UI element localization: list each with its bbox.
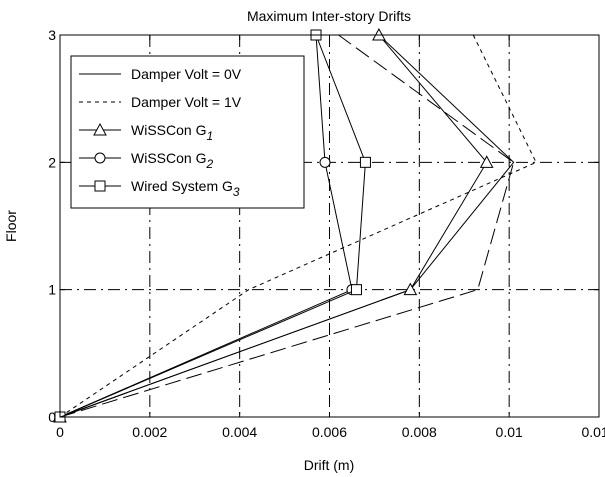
legend-item-1: Damper Volt = 1V [79, 94, 242, 110]
series-line-3 [59, 34, 353, 418]
series-line-4 [59, 34, 366, 418]
x-tick-label-0: 0 [56, 424, 64, 440]
x-tick-label-6: 0.012 [581, 424, 605, 440]
x-tick-label-5: 0.01 [496, 424, 523, 440]
x-tick-label-1: 0.002 [132, 424, 167, 440]
legend-box [70, 55, 305, 209]
series-2-point-1 [403, 282, 418, 296]
legend-label-0: Damper Volt = 0V [131, 66, 242, 82]
legend-label-1: Damper Volt = 1V [131, 94, 242, 110]
x-tick-label-4: 0.008 [402, 424, 437, 440]
series-2-point-2 [479, 155, 494, 168]
axis-ticks: 0 0.002 0.004 0.006 0.008 0.01 0.012 0 1 2 3 [48, 27, 605, 440]
series-line-2 [59, 34, 488, 418]
x-axis-label: Drift (m) [304, 457, 355, 473]
legend-swatch-marker-3 [94, 152, 106, 164]
data-series [53, 27, 537, 423]
y-tick-label-1: 1 [48, 282, 56, 298]
legend-swatch-marker-4 [94, 180, 106, 192]
legend-label-subscript-2: 1 [206, 129, 213, 143]
chart-title: Maximum Inter-story Drifts [247, 8, 411, 24]
y-tick-label-0: 0 [48, 409, 56, 425]
x-tick-label-3: 0.006 [312, 424, 347, 440]
y-axis-label: Floor [3, 210, 19, 242]
legend-item-3: WiSSCon G2 [79, 150, 213, 171]
legend-label-subscript-3: 2 [205, 157, 213, 171]
legend-item-4: Wired System G3 [79, 178, 240, 199]
series-3-point-2 [319, 156, 331, 168]
series-4-point-1 [350, 284, 362, 296]
series-1 [59, 34, 537, 418]
legend-swatch-marker-2 [93, 122, 107, 136]
series-4-point-2 [359, 156, 371, 168]
legend-label-2: WiSSCon G1 [131, 122, 213, 143]
legend-item-0: Damper Volt = 0V [79, 66, 242, 82]
x-tick-label-2: 0.004 [222, 424, 257, 440]
y-tick-label-3: 3 [48, 27, 56, 43]
legend-item-2: WiSSCon G1 [79, 122, 213, 143]
y-tick-label-2: 2 [48, 154, 56, 170]
legend-label-subscript-4: 3 [233, 185, 240, 199]
legend-label-4: Wired System G3 [131, 178, 240, 199]
legend-label-3: WiSSCon G2 [131, 150, 213, 171]
series-line-1 [59, 34, 537, 418]
legend: Damper Volt = 0V Damper Volt = 1V WiSSCon … [70, 55, 305, 209]
